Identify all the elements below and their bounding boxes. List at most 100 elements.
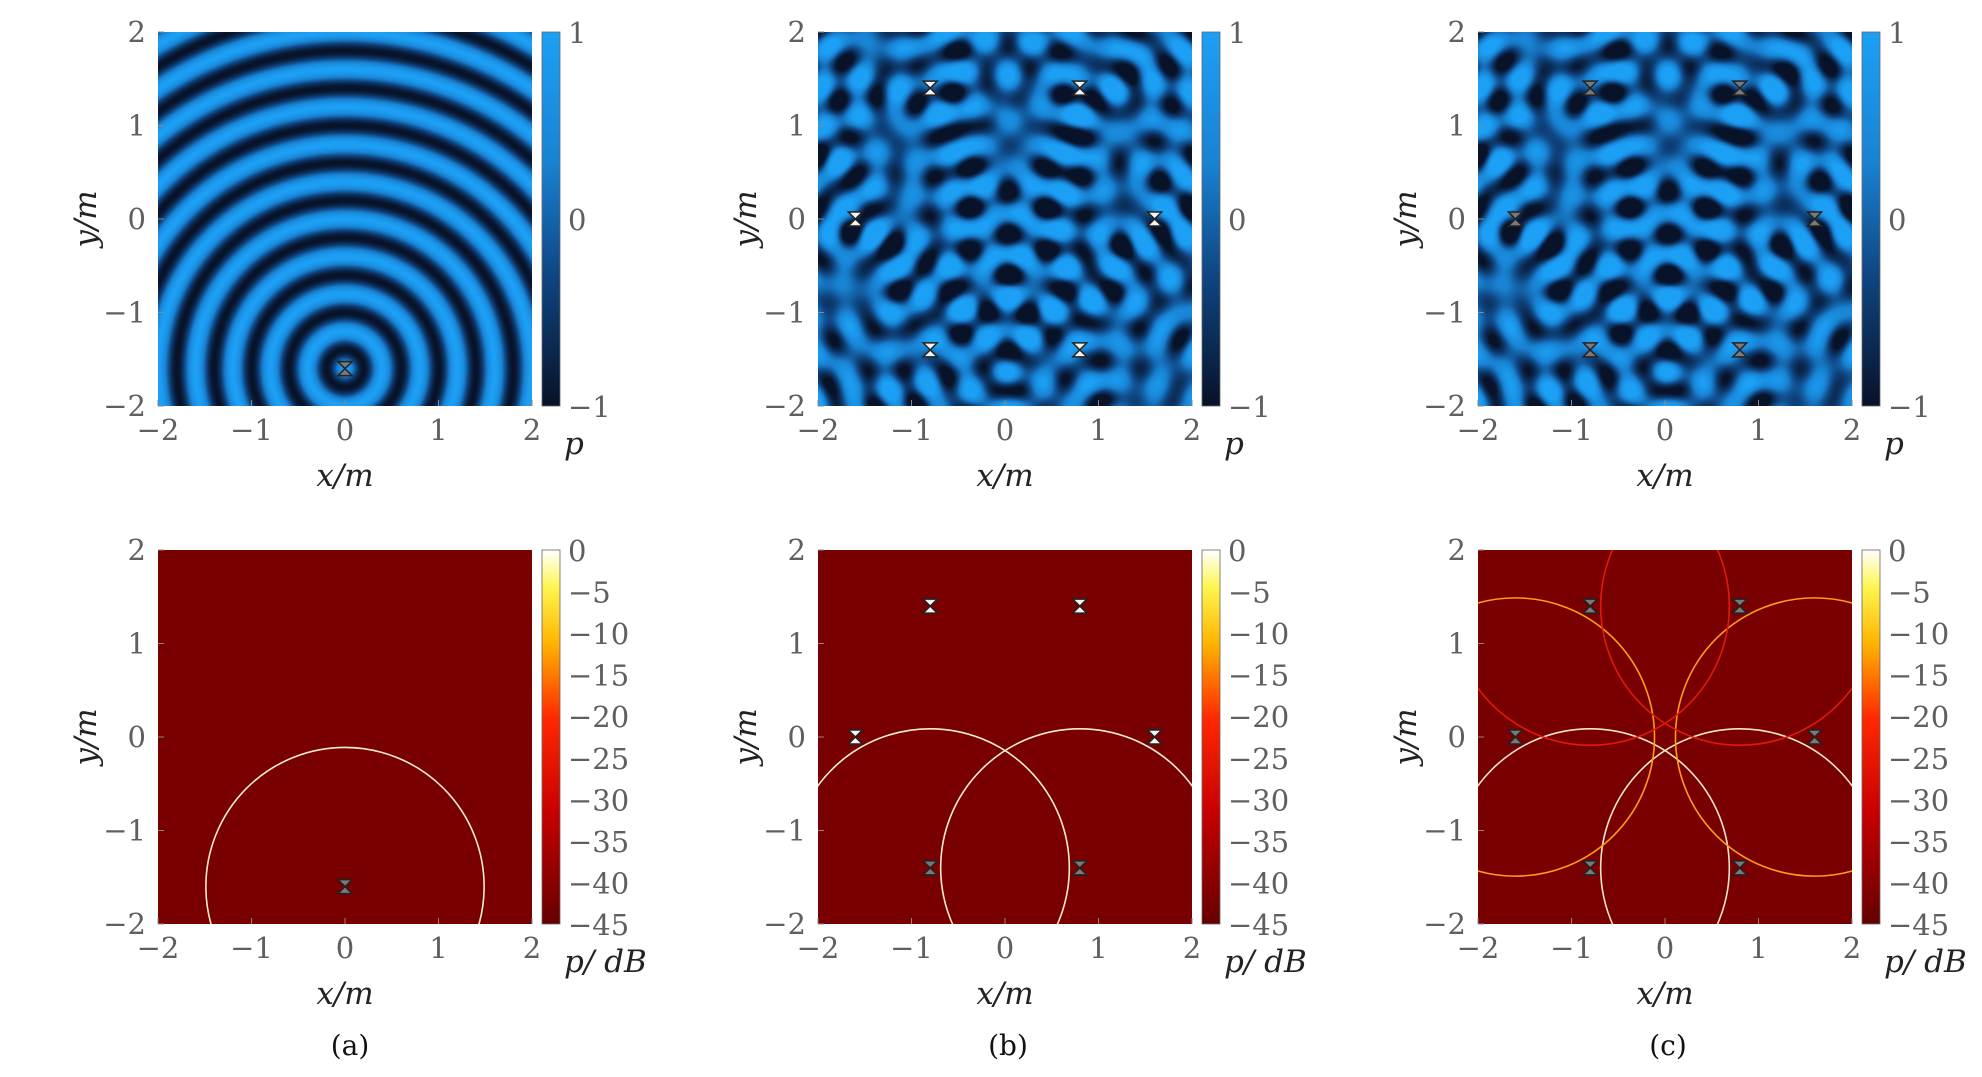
colorbar-tick-label: 0	[1888, 203, 1906, 237]
source-marker	[336, 878, 354, 895]
source-marker	[1070, 80, 1089, 96]
y-axis-label: y/m	[68, 708, 104, 767]
y-tick-label: 2	[788, 533, 806, 567]
contour-circle	[1478, 728, 1731, 924]
contour-group	[1478, 550, 1852, 924]
y-tick-label: 2	[1448, 533, 1466, 567]
colorbar-tick-label: 1	[1228, 16, 1246, 50]
pressure-field	[158, 32, 532, 406]
panel-b-level: −2 −1 0 1 2−2−1012x/my/m0−5−10−15−20−25−30−3…	[728, 533, 1307, 1012]
x-tick-label: 1	[1749, 413, 1767, 447]
y-tick-label: 1	[788, 109, 806, 143]
x-axis-label: x/m	[976, 458, 1033, 494]
colorbar	[541, 549, 561, 925]
colorbar-tick-label: −30	[568, 783, 629, 817]
y-tick-label: 1	[788, 627, 806, 661]
colorbar-tick-label: −25	[1228, 742, 1289, 776]
y-tick-label: 0	[128, 720, 146, 754]
source-marker	[1145, 729, 1164, 745]
source-marker	[921, 860, 940, 876]
colorbar-tick-label: −15	[568, 659, 629, 693]
source-marker	[1581, 598, 1600, 614]
captions: (a) (b) (c)	[331, 1029, 1687, 1062]
x-tick-label: 0	[996, 413, 1014, 447]
contour-circle	[1599, 728, 1852, 924]
source-marker	[1730, 342, 1749, 358]
colorbar-tick-label: −15	[1228, 659, 1289, 693]
colorbar-label: p/ dB	[1224, 944, 1307, 980]
x-tick-label: −2	[1457, 413, 1500, 447]
y-tick-label: −2	[763, 389, 806, 423]
y-tick-label: 0	[1448, 720, 1466, 754]
x-axis-label: x/m	[316, 976, 373, 1012]
source-marker	[1581, 342, 1600, 358]
contour-circle	[1599, 550, 1852, 746]
y-tick-label: −1	[103, 814, 146, 848]
y-tick-label: 0	[1448, 202, 1466, 236]
colorbar-tick-label: −10	[568, 617, 629, 651]
y-tick-label: 2	[128, 15, 146, 49]
y-tick-label: 2	[1448, 15, 1466, 49]
colorbar	[1861, 549, 1881, 925]
x-tick-label: 0	[1656, 413, 1674, 447]
colorbar-label: p/ dB	[1884, 944, 1967, 980]
x-axis-label: x/m	[1636, 458, 1693, 494]
contour-group	[818, 728, 1192, 924]
pressure-field	[1478, 32, 1852, 406]
source-marker	[1506, 211, 1525, 227]
x-tick-label: 2	[1183, 413, 1201, 447]
colorbar-tick-label: −40	[568, 866, 629, 900]
y-tick-label: 1	[1448, 627, 1466, 661]
source-marker	[1070, 342, 1089, 358]
contour-circle	[939, 728, 1192, 924]
colorbar-tick-label: −1	[1888, 390, 1931, 424]
y-tick-label: −1	[763, 296, 806, 330]
source-marker	[1730, 598, 1749, 614]
colorbar-tick-label: 0	[568, 203, 586, 237]
x-tick-label: 0	[996, 931, 1014, 965]
source-marker	[1730, 860, 1749, 876]
colorbar-label: p	[1884, 426, 1904, 462]
colorbar-tick-label: −5	[1888, 576, 1931, 610]
contour-circle	[818, 728, 1071, 924]
colorbar-label: p/ dB	[564, 944, 647, 980]
y-tick-label: 0	[788, 202, 806, 236]
source-marker	[1070, 860, 1089, 876]
panel-a-level: −2 −1 0 1 2−2−1012x/my/m0−5−10−15−20−25−30−3…	[68, 533, 647, 1012]
source-marker	[921, 80, 940, 96]
y-tick-label: 0	[788, 720, 806, 754]
colorbar-tick-label: 0	[1228, 534, 1246, 568]
y-axis-label: y/m	[1388, 708, 1424, 767]
colorbar-tick-label: −1	[568, 390, 611, 424]
contour-circle	[1674, 597, 1852, 877]
x-tick-label: −2	[797, 413, 840, 447]
source-marker	[1506, 729, 1525, 745]
pressure-field	[818, 32, 1192, 406]
x-tick-label: 0	[336, 931, 354, 965]
colorbar	[1201, 31, 1221, 407]
x-tick-label: 1	[1749, 931, 1767, 965]
y-tick-label: −1	[1423, 814, 1466, 848]
x-axis-label: x/m	[1636, 976, 1693, 1012]
y-tick-label: 1	[128, 109, 146, 143]
y-axis-label: y/m	[1388, 190, 1424, 249]
colorbar-tick-label: −30	[1888, 783, 1949, 817]
x-tick-label: −1	[890, 931, 933, 965]
y-tick-label: 2	[128, 533, 146, 567]
level-field	[158, 550, 532, 924]
y-tick-label: −1	[103, 296, 146, 330]
y-tick-label: −1	[763, 814, 806, 848]
x-axis-label: x/m	[316, 458, 373, 494]
colorbar-tick-label: −5	[568, 576, 611, 610]
colorbar-tick-label: −25	[1888, 742, 1949, 776]
source-marker	[1145, 211, 1164, 227]
source-marker	[921, 598, 940, 614]
y-axis-label: y/m	[68, 190, 104, 249]
colorbar	[1201, 549, 1221, 925]
y-tick-label: −2	[103, 907, 146, 941]
colorbar-tick-label: −5	[1228, 576, 1271, 610]
